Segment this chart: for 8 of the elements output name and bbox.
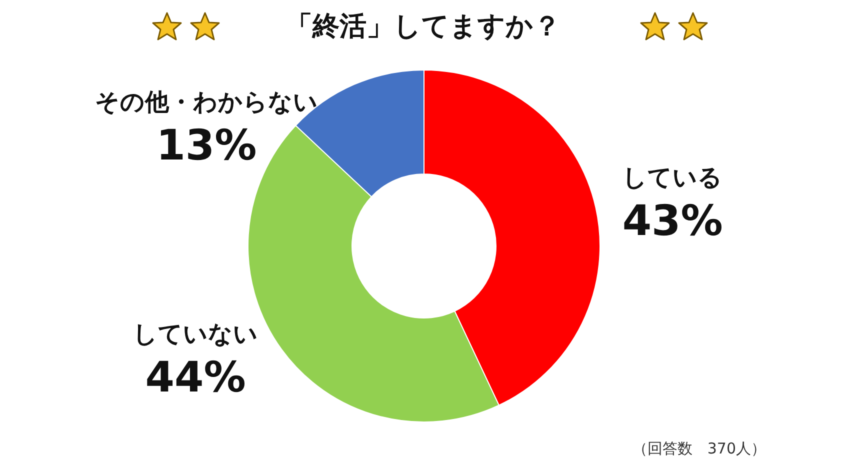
chart-title: 「終活」してますか？	[286, 11, 560, 42]
data-label: 44%	[145, 352, 246, 402]
slice-label: していない	[133, 320, 258, 348]
slice-label: している	[622, 164, 723, 192]
data-label: 43%	[622, 196, 723, 246]
data-label: 13%	[156, 120, 257, 170]
text: （回答数 370人）	[632, 440, 766, 458]
slice-label: その他・わからない	[94, 88, 318, 116]
